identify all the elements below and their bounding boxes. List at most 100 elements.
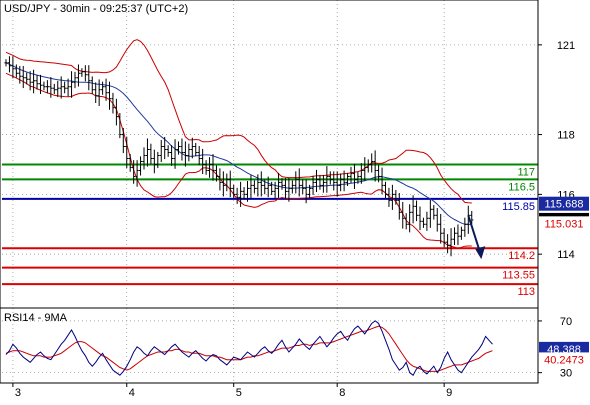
price-bar xyxy=(380,167,384,195)
price-bar xyxy=(439,213,443,244)
rsi-panel-title: RSI14 - 9MA xyxy=(4,312,68,324)
rsi-ma-line xyxy=(5,325,493,372)
x-tick-label: 9 xyxy=(446,387,452,399)
price-bar xyxy=(370,153,374,173)
price-bar xyxy=(363,157,367,181)
price-bar xyxy=(373,150,377,182)
main-y-tick-label: 114 xyxy=(557,249,575,261)
price-bar xyxy=(242,187,246,199)
price-bar xyxy=(301,179,305,195)
price-bar xyxy=(69,71,74,98)
x-tick-label: 8 xyxy=(339,387,345,399)
price-bar xyxy=(35,74,39,90)
price-bar xyxy=(90,76,94,95)
price-bar xyxy=(418,206,422,231)
x-tick-label: 3 xyxy=(15,387,21,399)
price-bar xyxy=(187,143,191,162)
price-bar xyxy=(14,64,18,78)
price-bar xyxy=(311,175,315,195)
price-bar xyxy=(111,92,115,114)
moving-average-line xyxy=(5,62,472,225)
price-bar xyxy=(318,175,322,190)
price-bar xyxy=(18,65,22,84)
price-bar xyxy=(456,224,460,246)
rsi-badge-box xyxy=(539,352,589,367)
price-bar xyxy=(383,181,388,198)
price-bar xyxy=(159,139,163,163)
price-bar xyxy=(52,83,56,95)
price-bar xyxy=(239,181,243,207)
price-bar xyxy=(49,77,53,98)
price-bar xyxy=(435,207,439,232)
price-bar xyxy=(349,166,353,184)
price-badge-box xyxy=(539,196,589,211)
level-label: 117 xyxy=(517,166,535,178)
price-bar xyxy=(128,154,132,172)
price-bar xyxy=(332,171,336,191)
price-bar xyxy=(145,138,150,167)
price-bar xyxy=(283,178,288,199)
price-bar xyxy=(414,200,419,222)
price-bar xyxy=(270,181,274,195)
price-bar xyxy=(335,171,339,197)
rsi-line xyxy=(5,320,493,376)
main-y-tick-label: 118 xyxy=(557,130,575,142)
price-bar xyxy=(152,149,156,174)
price-bar xyxy=(170,145,174,166)
main-chart-title: USD/JPY - 30min - 09:25:37 (UTC+2) xyxy=(4,3,188,15)
price-bar xyxy=(190,137,194,159)
price-bar xyxy=(11,56,15,79)
price-bar xyxy=(142,147,146,170)
x-tick-label: 4 xyxy=(129,387,135,399)
rsi-badge-label: 40.2473 xyxy=(544,354,584,366)
price-bar xyxy=(197,145,201,166)
price-bar xyxy=(245,181,250,202)
price-bar xyxy=(225,173,229,192)
price-bar xyxy=(173,139,177,169)
price-bar xyxy=(28,71,32,91)
price-bar xyxy=(211,154,215,181)
price-bar xyxy=(232,184,236,198)
price-bar xyxy=(87,65,91,91)
price-bar xyxy=(183,141,187,167)
price-bar xyxy=(325,166,329,193)
price-bar xyxy=(180,138,184,161)
price-bar xyxy=(21,65,25,89)
price-bar xyxy=(314,169,319,192)
price-bar xyxy=(446,234,450,254)
price-bar xyxy=(214,165,219,182)
price-bar xyxy=(339,173,343,192)
price-bar xyxy=(308,184,312,198)
price-bar xyxy=(138,156,143,176)
price-badge-box xyxy=(539,216,589,231)
price-bar xyxy=(256,174,260,197)
price-bar xyxy=(276,172,281,198)
price-bar xyxy=(228,170,232,198)
rsi-y-tick-label: 70 xyxy=(560,316,572,328)
price-bar xyxy=(149,143,153,165)
price-bar xyxy=(125,136,129,169)
price-bar xyxy=(221,171,225,197)
price-bar xyxy=(470,210,474,225)
price-badge-label: 115.688 xyxy=(545,199,584,211)
price-bar xyxy=(359,163,363,184)
projection-arrow-shaft xyxy=(467,214,482,254)
level-label: 113.55 xyxy=(502,270,535,282)
price-bar xyxy=(328,171,332,185)
price-badge: 115.031 xyxy=(539,216,589,231)
price-bar xyxy=(132,160,136,184)
price-bar xyxy=(107,81,112,110)
price-bar xyxy=(397,193,401,220)
x-axis: 3 4 5 8 9 xyxy=(12,383,452,399)
projection-arrow-head xyxy=(475,246,486,260)
price-bar xyxy=(76,64,81,87)
price-bar xyxy=(425,211,429,231)
price-bar xyxy=(421,217,426,228)
price-bar xyxy=(428,199,432,228)
price-bar xyxy=(252,180,256,194)
price-bar xyxy=(259,171,263,197)
price-bar xyxy=(352,163,357,189)
price-bar xyxy=(101,81,105,95)
main-panel: USD/JPY - 30min - 09:25:37 (UTC+2) 121 11… xyxy=(0,0,589,383)
